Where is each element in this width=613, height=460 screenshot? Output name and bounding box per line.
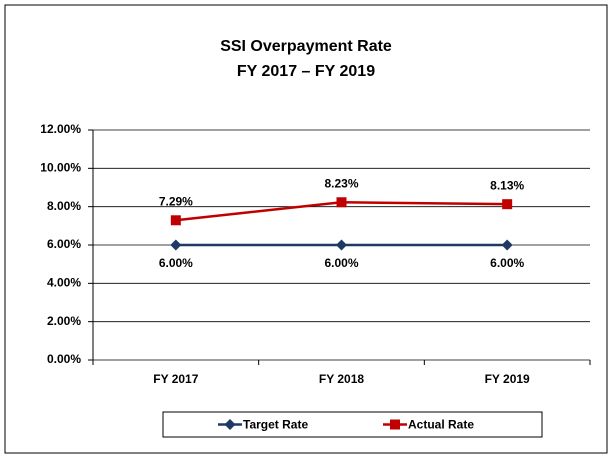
data-label: 6.00% [490,256,524,270]
legend-marker [390,419,400,430]
data-label: 8.23% [324,176,358,190]
legend-marker [224,419,236,430]
y-tick-label: 10.00% [40,161,81,175]
y-tick-label: 2.00% [47,314,81,328]
chart-title: SSI Overpayment Rate [220,38,392,55]
point [336,197,347,208]
y-tick-label: 8.00% [47,199,81,213]
data-label: 6.00% [324,256,358,270]
y-tick-label: 6.00% [47,237,81,251]
x-tick-label: FY 2018 [319,372,364,386]
point [501,239,513,251]
x-tick-label: FY 2017 [153,372,198,386]
data-label: 7.29% [159,194,193,208]
y-tick-label: 0.00% [47,352,81,366]
point [170,239,182,251]
legend-label: Actual Rate [408,418,474,432]
data-label: 8.13% [490,178,524,192]
legend-label: Target Rate [243,418,308,432]
point [336,239,347,251]
chart-border [4,4,608,454]
y-tick-label: 12.00% [40,122,81,136]
chart-subtitle: FY 2017 – FY 2019 [237,63,375,80]
y-tick-label: 4.00% [47,276,81,290]
data-label: 6.00% [159,256,193,270]
point [170,215,181,226]
point [502,199,513,210]
x-tick-label: FY 2019 [485,372,530,386]
